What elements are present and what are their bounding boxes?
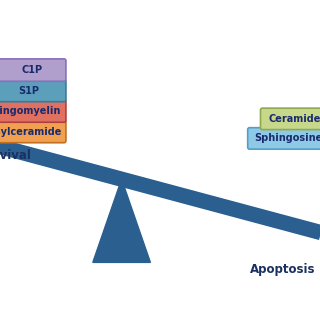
Text: Glucosylceramide: Glucosylceramide [0, 126, 61, 137]
Text: S1P: S1P [18, 85, 39, 96]
Polygon shape [93, 179, 150, 262]
Text: C1P: C1P [21, 65, 43, 75]
Text: Sphingomyelin: Sphingomyelin [0, 106, 60, 116]
FancyBboxPatch shape [0, 79, 66, 102]
FancyBboxPatch shape [0, 100, 66, 122]
FancyBboxPatch shape [0, 120, 66, 143]
Text: Sphingosine: Sphingosine [254, 133, 320, 143]
Text: Survival: Survival [0, 149, 31, 162]
FancyBboxPatch shape [260, 108, 320, 130]
Text: Apoptosis: Apoptosis [250, 263, 316, 276]
Text: Ceramide: Ceramide [268, 114, 320, 124]
FancyBboxPatch shape [248, 128, 320, 149]
FancyBboxPatch shape [0, 59, 66, 81]
